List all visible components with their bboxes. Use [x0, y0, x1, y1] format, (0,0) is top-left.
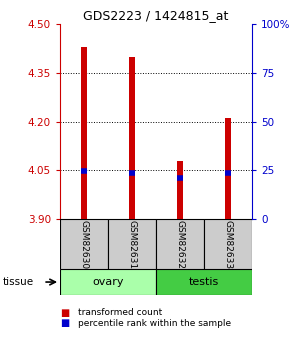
Text: transformed count: transformed count [78, 308, 162, 317]
Bar [129, 57, 135, 219]
Bar [60, 219, 108, 269]
Bar [60, 269, 156, 295]
Text: ovary: ovary [92, 277, 124, 287]
Text: ■: ■ [60, 308, 69, 318]
Title: GDS2223 / 1424815_at: GDS2223 / 1424815_at [83, 9, 229, 22]
Text: testis: testis [189, 277, 219, 287]
Text: GSM82632: GSM82632 [176, 219, 184, 269]
Bar [177, 161, 183, 219]
Bar [156, 269, 252, 295]
Bar [204, 219, 252, 269]
Text: GSM82633: GSM82633 [224, 219, 232, 269]
Bar [81, 47, 87, 219]
Text: ■: ■ [60, 318, 69, 328]
Text: GSM82631: GSM82631 [128, 219, 136, 269]
Bar [225, 118, 231, 219]
Text: tissue: tissue [3, 277, 34, 287]
Text: percentile rank within the sample: percentile rank within the sample [78, 319, 231, 328]
Text: GSM82630: GSM82630 [80, 219, 88, 269]
Bar [156, 219, 204, 269]
Bar [108, 219, 156, 269]
